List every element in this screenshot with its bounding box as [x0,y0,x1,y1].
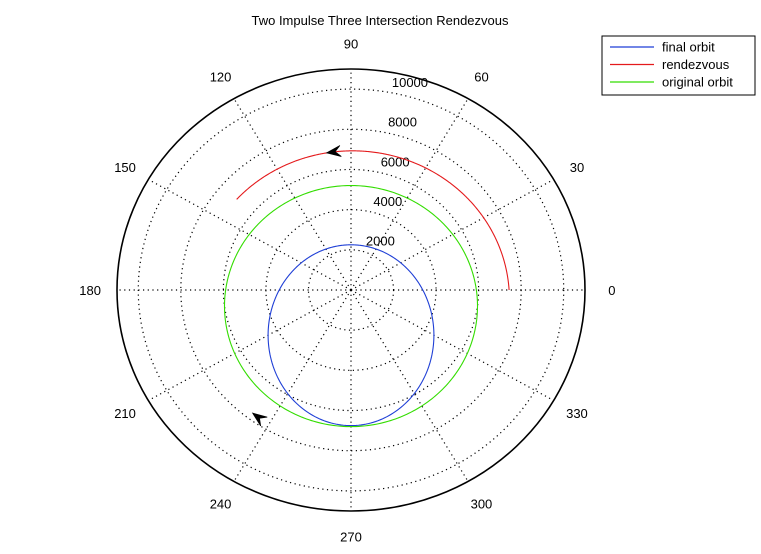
angle-label-0: 0 [608,283,615,298]
radial-label-8000: 8000 [388,115,417,130]
angle-label-120: 120 [210,70,232,85]
grid-ring-10000 [137,88,565,492]
angle-label-150: 150 [114,160,136,175]
angle-label-60: 60 [474,70,488,85]
legend-box [601,35,756,96]
series-layer [223,150,510,428]
grid-spoke-120 [233,98,352,291]
legend-label-original-orbit: original orbit [662,75,733,90]
angle-label-240: 240 [210,496,232,511]
legend-label-rendezvous: rendezvous [662,57,730,72]
arrow-layer [251,145,342,427]
radial-label-10000: 10000 [392,75,428,90]
legend-label-final-orbit: final orbit [662,40,715,55]
chart-title: Two Impulse Three Intersection Rendezvou… [251,13,509,28]
grid-spoke-150 [148,178,352,291]
grid-spoke-210 [148,289,352,402]
grid-spoke-30 [350,178,554,291]
direction-arrow-2 [251,412,268,427]
direction-arrow-1 [325,145,342,157]
grid-spoke-300 [350,289,469,482]
radial-label-4000: 4000 [373,194,402,209]
angle-label-300: 300 [471,496,493,511]
legend: final orbit rendezvous original orbit [601,35,756,96]
outer-boundary [116,68,586,512]
angle-label-270: 270 [340,529,362,544]
grid-spoke-330 [350,289,554,402]
angle-label-180: 180 [79,283,101,298]
angle-label-30: 30 [570,160,584,175]
angle-tick-labels: 0 30 60 90 120 150 180 210 240 270 300 330 [79,37,615,545]
polar-grid [116,68,586,512]
radial-label-2000: 2000 [366,233,395,248]
series-final-orbit [267,244,435,427]
series-original-orbit [223,184,479,428]
angle-label-330: 330 [566,406,588,421]
angle-label-210: 210 [114,406,136,421]
angle-label-90: 90 [344,37,358,52]
series-rendezvous [236,150,510,291]
grid-spoke-240 [233,289,352,482]
